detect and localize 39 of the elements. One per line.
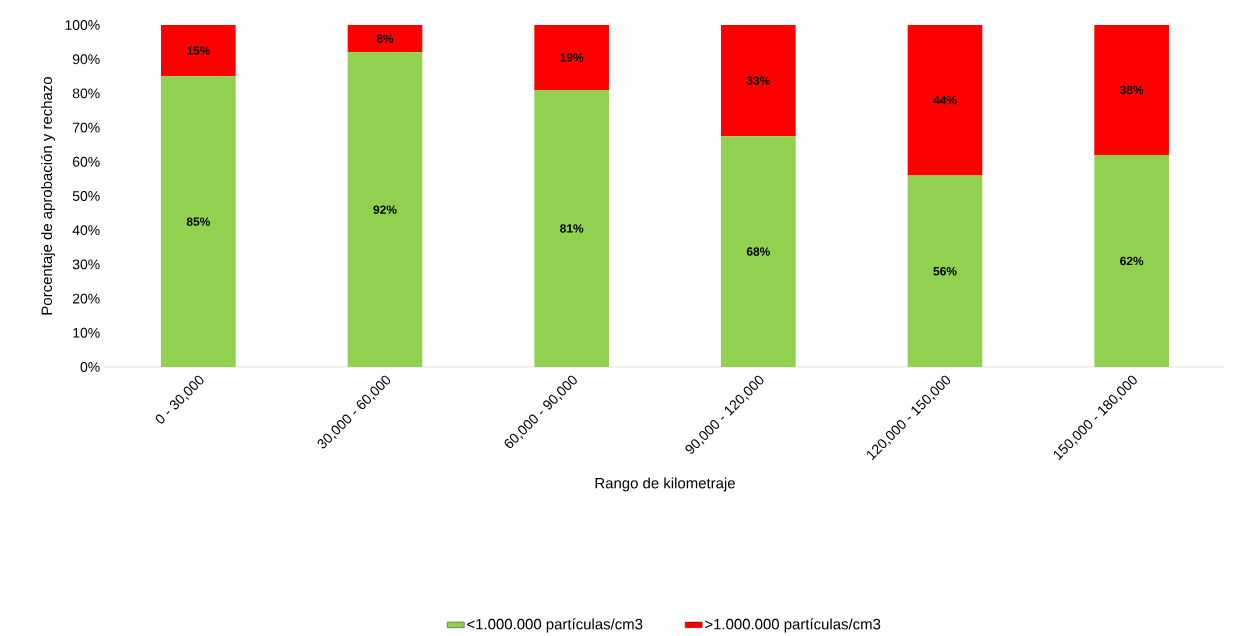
data-label: 92% [373, 205, 397, 214]
bar [721, 24, 796, 137]
legend-label: <1.000.000 partículas/cm3 [467, 618, 643, 633]
bar [1094, 154, 1169, 367]
data-label: 56% [933, 266, 957, 276]
y-tick-label: 0% [80, 362, 100, 372]
y-tick-label: 30% [72, 259, 100, 270]
data-label: 8% [376, 34, 394, 43]
bar [347, 24, 423, 53]
bar [1094, 24, 1169, 155]
data-label: 85% [186, 217, 210, 226]
legend-label: >1.000.000 partículas/cm3 [705, 618, 881, 633]
y-tick-label: 40% [72, 225, 100, 236]
bar [907, 175, 983, 367]
data-label: 81% [560, 224, 584, 233]
bar [534, 24, 609, 90]
data-label: 15% [187, 46, 210, 55]
y-tick-label: 90% [72, 54, 100, 65]
y-tick-label: 50% [72, 191, 100, 201]
data-label: 38% [1119, 85, 1144, 95]
data-label: 62% [1120, 256, 1144, 266]
data-label: 68% [746, 247, 770, 256]
bar [161, 24, 236, 77]
bar [907, 24, 983, 176]
y-tick-label: 70% [72, 122, 100, 133]
data-label: 33% [746, 76, 770, 85]
y-tick-label: 60% [72, 156, 100, 167]
bar [347, 52, 423, 367]
data-label: 19% [560, 53, 584, 62]
y-tick-label: 20% [72, 293, 100, 304]
y-tick-label: 10% [73, 327, 100, 338]
y-tick-label: 80% [72, 88, 100, 99]
y-tick-label: 100% [65, 20, 100, 30]
x-axis-title: Rango de kilometraje [595, 477, 735, 492]
bar [534, 89, 609, 367]
data-label: 44% [933, 96, 957, 105]
bar [721, 136, 796, 367]
y-axis-title: Porcentaje de aprobación y rechazo [40, 77, 55, 315]
bar [161, 76, 236, 367]
